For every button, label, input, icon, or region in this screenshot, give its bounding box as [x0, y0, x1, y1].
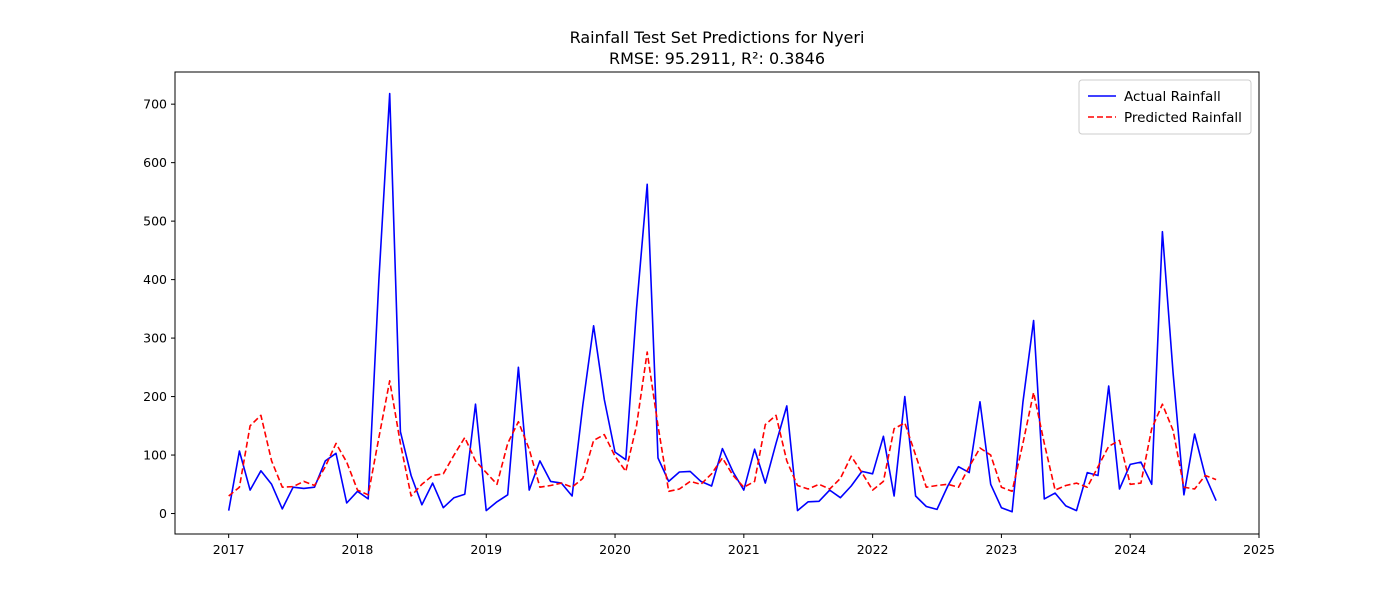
y-axis: 0 100 200 300 400 500 600 700 — [143, 97, 175, 521]
y-tick-label: 200 — [143, 389, 167, 404]
legend: Actual Rainfall Predicted Rainfall — [1078, 79, 1252, 135]
x-axis: 2017 2018 2019 2020 2021 2022 2023 2024 2025 — [213, 534, 1275, 557]
x-tick-label: 2018 — [342, 542, 374, 557]
x-tick-label: 2020 — [599, 542, 631, 557]
legend-box — [1078, 79, 1252, 135]
y-tick-label: 100 — [143, 448, 167, 463]
legend-label-1: Actual Rainfall — [1124, 89, 1221, 105]
x-tick-label: 2023 — [986, 542, 1018, 557]
series-line-2 — [228, 351, 1217, 497]
y-tick-label: 300 — [143, 331, 167, 346]
x-tick-label: 2024 — [1114, 542, 1146, 557]
x-tick-label: 2019 — [470, 542, 502, 557]
y-tick-label: 600 — [143, 155, 167, 170]
chart-title: Rainfall Test Set Predictions for Nyeri — [570, 28, 865, 47]
series-line-1 — [227, 92, 1217, 513]
x-tick-label: 2022 — [857, 542, 889, 557]
plot-frame — [174, 71, 1260, 535]
x-tick-label: 2025 — [1243, 542, 1275, 557]
legend-label-2: Predicted Rainfall — [1124, 110, 1242, 126]
y-tick-label: 700 — [143, 97, 167, 112]
y-tick-label: 0 — [159, 506, 167, 521]
x-tick-label: 2021 — [728, 542, 760, 557]
chart-subtitle: RMSE: 95.2911, R²: 0.3846 — [609, 49, 825, 68]
plot-area — [174, 71, 1260, 535]
y-tick-label: 400 — [143, 272, 167, 287]
x-tick-label: 2017 — [213, 542, 245, 557]
y-tick-label: 500 — [143, 214, 167, 229]
